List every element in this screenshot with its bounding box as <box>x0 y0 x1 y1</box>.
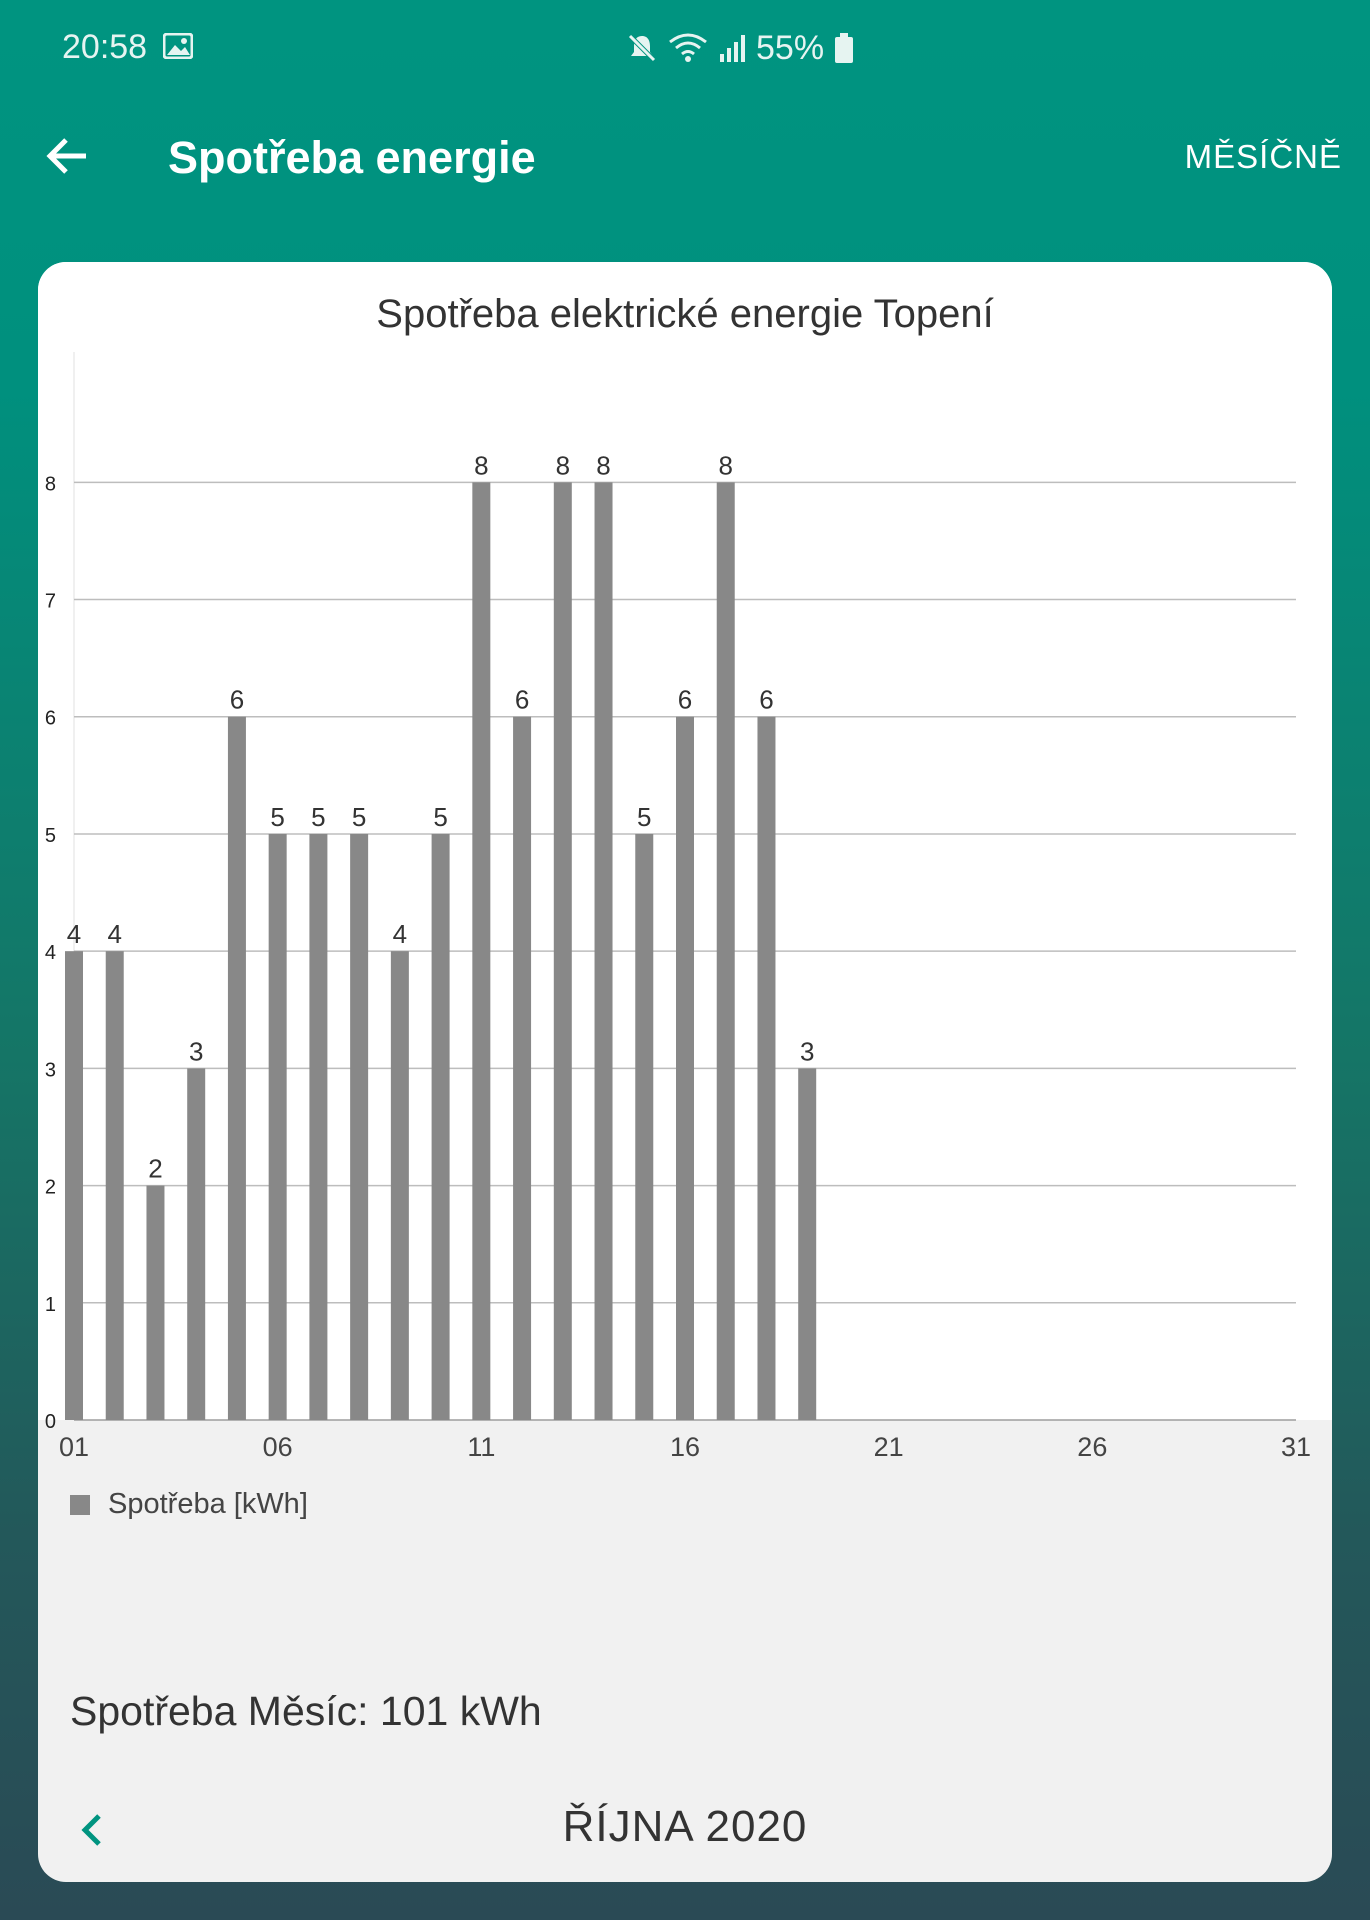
bar <box>227 716 246 1420</box>
bar <box>431 833 450 1420</box>
bar <box>716 482 735 1420</box>
data-label: 5 <box>270 802 284 832</box>
monthly-total: Spotřeba Měsíc: 101 kWh <box>70 1688 542 1734</box>
bar <box>309 833 328 1420</box>
bar <box>187 1068 206 1420</box>
back-button[interactable] <box>40 128 96 184</box>
data-label: 6 <box>759 685 773 715</box>
bar <box>798 1068 817 1420</box>
battery-percentage: 55% <box>756 28 825 67</box>
x-tick-label: 01 <box>59 1432 89 1462</box>
y-tick-label: 7 <box>45 591 56 613</box>
x-tick-label: 26 <box>1077 1432 1107 1462</box>
data-label: 8 <box>556 450 570 480</box>
y-tick-label: 0 <box>45 1411 56 1433</box>
bar <box>350 833 369 1420</box>
y-tick-label: 2 <box>45 1177 56 1199</box>
data-label: 5 <box>433 802 447 832</box>
legend-swatch <box>70 1494 90 1515</box>
data-label: 5 <box>352 802 366 832</box>
data-label: 5 <box>637 802 651 832</box>
x-tick-label: 11 <box>467 1432 495 1462</box>
x-tick-label: 16 <box>670 1432 700 1462</box>
legend-label: Spotřeba [kWh] <box>108 1488 308 1520</box>
data-label: 8 <box>718 450 732 480</box>
y-tick-label: 5 <box>45 825 56 847</box>
signal-icon <box>720 35 745 62</box>
x-tick-label: 21 <box>874 1432 904 1462</box>
y-tick-label: 4 <box>45 942 56 964</box>
data-label: 4 <box>107 919 121 949</box>
chart-legend: Spotřeba [kWh] <box>70 1488 308 1521</box>
current-month: ŘÍJNA 2020 <box>562 1802 808 1851</box>
image-icon <box>163 33 193 59</box>
chart-title: Spotřeba elektrické energie Topení <box>376 292 994 336</box>
data-label: 8 <box>596 450 610 480</box>
y-tick-label: 1 <box>45 1294 56 1316</box>
bar <box>513 716 532 1420</box>
bar <box>65 951 83 1420</box>
page-title: Spotřeba energie <box>168 132 536 183</box>
bar <box>105 951 124 1420</box>
bar <box>472 482 491 1420</box>
battery-icon <box>835 33 854 63</box>
data-label: 6 <box>230 685 244 715</box>
bar <box>146 1185 165 1420</box>
bar <box>553 482 572 1420</box>
x-tick-label: 06 <box>263 1432 293 1462</box>
bar <box>390 951 409 1420</box>
status-time: 20:58 <box>62 28 148 66</box>
data-label: 3 <box>189 1036 203 1066</box>
period-selector-button[interactable]: MĚSÍČNĚ <box>1184 138 1342 175</box>
data-label: 4 <box>67 919 81 949</box>
mute-icon <box>628 34 656 62</box>
x-tick-label: 31 <box>1281 1432 1311 1462</box>
bar <box>594 482 613 1420</box>
consumption-card: 0 1 2 3 4 5 6 7 8 01 06 11 16 21 26 31 4 4 2 3 6 5 5 5 4 5 8 6 8 8 5 6 8… <box>38 262 1332 1882</box>
previous-month-button[interactable] <box>64 1802 120 1858</box>
data-label: 6 <box>515 685 529 715</box>
data-label: 6 <box>678 685 692 715</box>
status-bar: 20:58 55% <box>0 0 1370 96</box>
bar <box>635 833 654 1420</box>
data-label: 3 <box>800 1036 814 1066</box>
y-tick-label: 3 <box>45 1059 56 1081</box>
bar <box>757 716 776 1420</box>
arrow-left-icon <box>46 138 86 174</box>
data-label: 4 <box>393 919 407 949</box>
bar <box>676 716 694 1420</box>
y-tick-label: 6 <box>45 708 56 730</box>
chart-area: 0 1 2 3 4 5 6 7 8 01 06 11 16 21 26 31 4 4 2 3 6 5 5 5 4 5 8 6 8 8 5 6 8… <box>38 262 1332 1462</box>
data-label: 8 <box>474 450 488 480</box>
y-tick-label: 8 <box>45 473 56 495</box>
bar <box>268 833 287 1420</box>
chevron-left-icon <box>81 1814 101 1846</box>
status-icons: 55% <box>626 28 854 68</box>
wifi-icon <box>669 33 707 62</box>
data-label: 5 <box>311 802 325 832</box>
data-label: 2 <box>148 1154 162 1184</box>
